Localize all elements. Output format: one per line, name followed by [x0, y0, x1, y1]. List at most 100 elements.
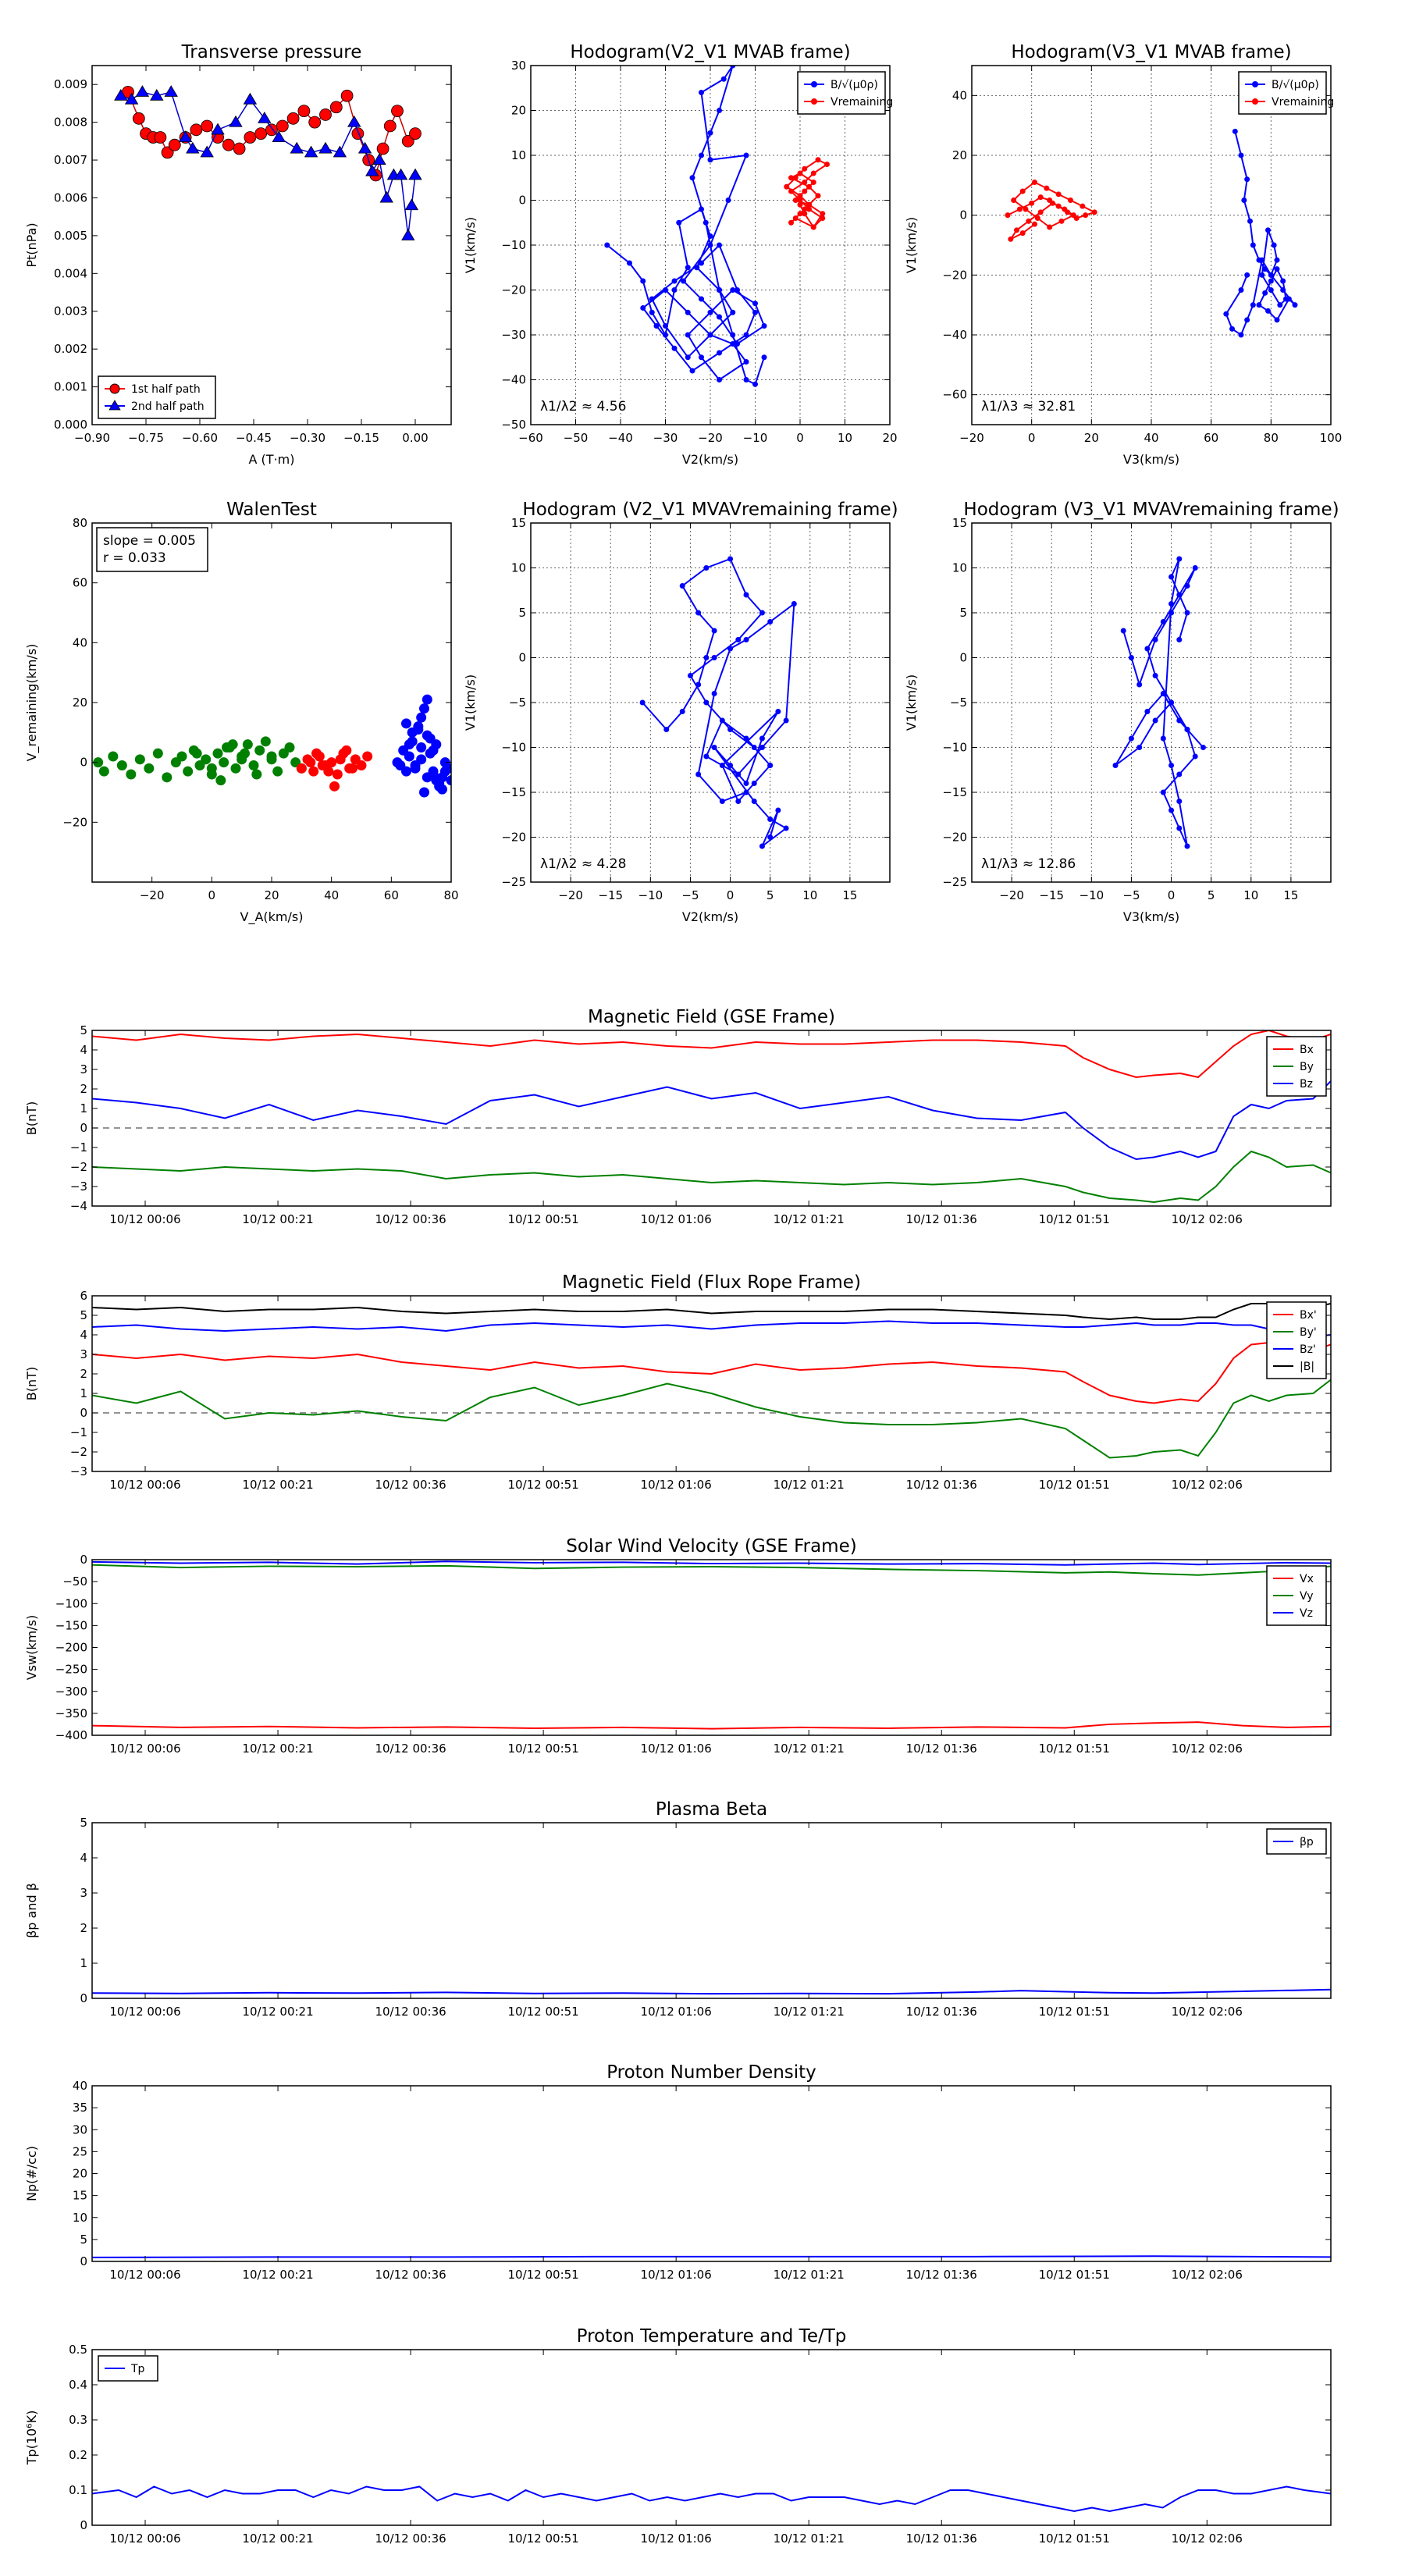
point-0-2: [108, 751, 119, 762]
point-0-5: [134, 754, 145, 765]
xtick-label-5: 10/12 01:21: [774, 2268, 845, 2282]
point-0-14: [254, 127, 268, 141]
x-axis-label: V_A(km/s): [240, 909, 304, 925]
point-0-22: [248, 760, 259, 770]
xtick-label-3: 10/12 00:51: [508, 1478, 579, 1492]
xtick-label-6: 10/12 01:36: [906, 2005, 977, 2019]
point-0-3: [116, 760, 127, 770]
point-0-10: [176, 751, 187, 762]
x-axis-label: V2(km/s): [682, 909, 738, 924]
ytick-label-4: −10: [501, 238, 526, 252]
point-0-25: [791, 601, 797, 607]
y-axis-label: Vsw(km/s): [24, 1615, 39, 1680]
ytick-label-1: −350: [55, 1706, 87, 1720]
point-0-26: [272, 766, 283, 777]
point-1-16: [333, 145, 347, 158]
point-0-33: [1176, 556, 1183, 562]
ytick-label-1: −20: [942, 831, 967, 845]
point-1-17: [1023, 206, 1029, 212]
legend-box: [98, 375, 216, 419]
xtick-label-4: 10/12 01:06: [641, 1212, 712, 1226]
point-1-1: [797, 211, 803, 217]
ytick-label-2: 20: [73, 696, 87, 710]
xtick-label-3: −0.45: [236, 431, 272, 445]
x-axis-label: V2(km/s): [682, 452, 738, 467]
xtick-label-0: 10/12 00:06: [109, 2268, 180, 2282]
chart-ts_beta: 10/12 00:06 10/12 00:21 10/12 00:36 10/12 0…: [24, 1799, 1332, 2019]
point-1-13: [820, 211, 826, 217]
point-1-5: [178, 130, 193, 143]
legend-marker-0: [811, 81, 817, 87]
point-1-1: [1016, 206, 1023, 212]
series-line-0: [92, 2255, 1331, 2258]
point-0-4: [703, 655, 710, 660]
point-0-17: [751, 745, 757, 750]
y-axis-label: Pt(nPa): [24, 222, 39, 267]
point-0-16: [1280, 278, 1286, 284]
xtick-label-8: 10/12 02:06: [1172, 2005, 1243, 2019]
xtick-label-1: 10/12 00:21: [242, 1212, 313, 1226]
point-1-1: [124, 92, 139, 105]
point-2-18: [404, 751, 414, 762]
point-0-23: [1192, 753, 1198, 760]
ytick-label-3: 3: [80, 1886, 87, 1900]
point-0-4: [154, 131, 167, 144]
point-1-3: [150, 88, 164, 101]
xtick-label-6: 10/12 01:36: [906, 2268, 977, 2282]
y-axis-label: βp and β: [24, 1883, 39, 1938]
legend: Bx By Bz: [1266, 1036, 1327, 1097]
point-0-19: [717, 242, 722, 248]
xtick-label-0: −20: [999, 888, 1024, 902]
point-1-26: [820, 215, 826, 221]
point-0-29: [1244, 317, 1250, 323]
point-1-5: [1055, 203, 1062, 209]
legend: 1st half path 2nd half path: [98, 375, 216, 419]
plot-area: [93, 694, 451, 798]
ytick-label-7: 10: [511, 561, 526, 575]
point-0-12: [730, 309, 736, 315]
point-1-25: [404, 198, 419, 211]
xtick-label-2: −40: [608, 431, 633, 445]
point-0-45: [725, 197, 731, 203]
xtick-label-2: 10/12 00:36: [375, 1478, 446, 1492]
series-line-1: [92, 1379, 1331, 1459]
ytick-label-0: −3: [70, 1464, 87, 1478]
legend-marker-1: [1252, 98, 1258, 105]
point-0-38: [759, 735, 765, 742]
point-0-9: [1144, 646, 1151, 652]
point-0-8: [162, 772, 173, 783]
ytick-label-1: 1: [80, 1956, 87, 1970]
point-0-2: [640, 278, 646, 284]
legend-marker-0: [109, 383, 120, 394]
point-0-27: [383, 119, 397, 133]
point-1-10: [1080, 203, 1086, 209]
ytick-label-2: −1: [70, 1425, 87, 1439]
point-0-23: [717, 350, 722, 356]
series-line-0: [92, 1030, 1331, 1079]
point-0-25: [1160, 789, 1166, 795]
point-0-40: [727, 763, 734, 768]
ytick-label-6: 0.006: [54, 190, 87, 205]
ytick-label-4: 4: [80, 1851, 87, 1865]
xtick-label-7: 10/12 01:51: [1039, 2268, 1110, 2282]
legend-label-0: Bx': [1300, 1309, 1317, 1322]
chart-title: Transverse pressure: [181, 42, 362, 62]
xtick-label-0: −0.90: [74, 431, 110, 445]
legend: B/√(μ0ρ) Vremaining: [797, 71, 893, 115]
point-2-34: [422, 772, 432, 783]
point-0-17: [671, 278, 678, 284]
point-0-35: [251, 769, 262, 780]
ytick-label-4: 20: [73, 2167, 87, 2181]
point-1-5: [326, 757, 337, 768]
point-0-11: [759, 610, 765, 616]
point-0-3: [1152, 637, 1158, 642]
ytick-label-0: −60: [942, 388, 967, 402]
point-1-16: [784, 183, 790, 190]
ytick-label-4: −200: [55, 1641, 87, 1655]
point-0-28: [284, 742, 295, 753]
plot-area: [92, 2485, 1331, 2513]
xtick-label-5: 80: [443, 888, 458, 902]
point-1-10: [356, 760, 367, 770]
point-0-59: [752, 381, 758, 387]
point-0-19: [1262, 290, 1268, 296]
